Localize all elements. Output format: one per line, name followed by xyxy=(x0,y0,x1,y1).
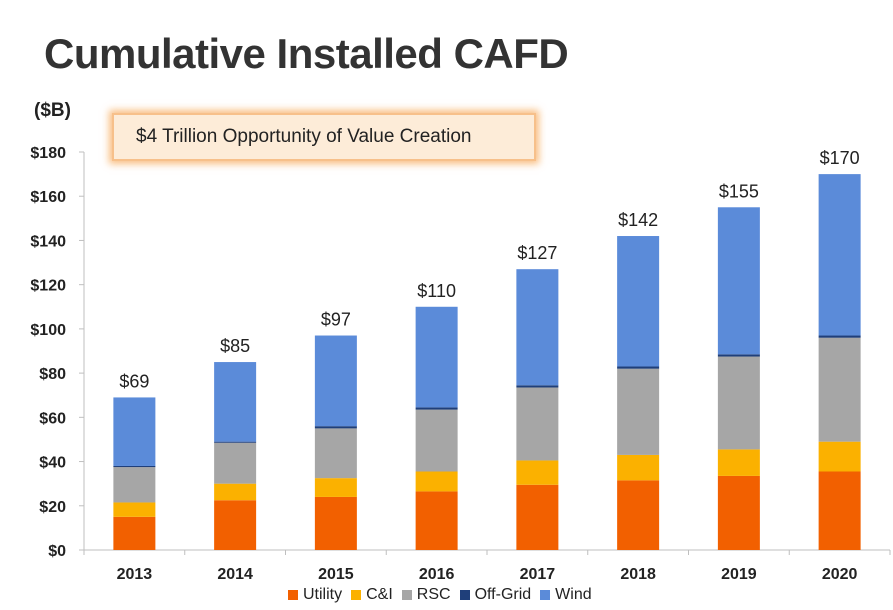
y-tick-label: $140 xyxy=(30,233,66,250)
bar-segment-c-i xyxy=(516,460,559,485)
bar-segment-utility xyxy=(516,484,559,550)
y-tick-label: $120 xyxy=(30,278,66,295)
bar-segment-off-grid xyxy=(617,366,660,369)
bar-segment-off-grid xyxy=(516,385,559,388)
bar-segment-off-grid xyxy=(818,335,861,338)
bar-segment-rsc xyxy=(516,387,559,461)
legend-label: Off-Grid xyxy=(474,586,532,603)
legend-label: C&I xyxy=(366,586,393,603)
legend-label: Wind xyxy=(555,586,592,603)
chart-legend: Utility C&I RSC Off-Grid Wind xyxy=(288,584,601,606)
y-tick-label: $60 xyxy=(39,410,66,427)
bar-total-label: $69 xyxy=(119,371,149,391)
legend-label: RSC xyxy=(416,586,451,603)
bar-total-label: $127 xyxy=(517,243,557,263)
bar-total-label: $85 xyxy=(220,336,250,356)
bar-segment-c-i xyxy=(617,454,660,481)
bar-segment-utility xyxy=(617,480,660,550)
bar-segment-rsc xyxy=(717,356,760,450)
bar-segment-wind xyxy=(617,236,660,367)
legend-swatch xyxy=(288,590,298,600)
y-axis-unit-label: ($B) xyxy=(34,100,71,121)
legend-label: Utility xyxy=(303,586,343,603)
y-tick-label: $0 xyxy=(48,543,66,560)
legend-swatch xyxy=(459,590,470,600)
callout-box: $4 Trillion Opportunity of Value Creatio… xyxy=(112,113,536,161)
bar-segment-c-i xyxy=(717,449,760,476)
legend-item: Utility xyxy=(288,586,342,604)
x-tick-label: 2019 xyxy=(721,566,757,583)
bar-segment-off-grid xyxy=(415,407,458,410)
bar-segment-c-i xyxy=(314,478,357,497)
x-tick-label: 2014 xyxy=(217,566,253,583)
bar-segment-c-i xyxy=(415,471,458,492)
bar-segment-off-grid xyxy=(113,465,156,468)
bar-segment-utility xyxy=(818,471,861,550)
bar-segment-utility xyxy=(214,500,257,550)
bar-segment-utility xyxy=(113,516,156,550)
legend-swatch xyxy=(401,590,412,600)
legend-item: Off-Grid xyxy=(459,586,532,604)
bar-segment-rsc xyxy=(617,368,660,455)
bar-total-label: $142 xyxy=(618,210,658,230)
y-tick-label: $100 xyxy=(30,322,66,339)
bar-segment-wind xyxy=(113,397,156,466)
x-tick-label: 2017 xyxy=(520,566,556,583)
bar-segment-utility xyxy=(314,496,357,550)
bar-segment-wind xyxy=(214,362,257,442)
bar-segment-wind xyxy=(717,207,760,355)
chart-title: Cumulative Installed CAFD xyxy=(44,30,569,77)
bar-segment-rsc xyxy=(113,467,156,503)
legend-item: RSC xyxy=(401,586,451,604)
y-tick-label: $20 xyxy=(39,499,66,516)
bar-segment-rsc xyxy=(314,428,357,479)
y-tick-label: $40 xyxy=(39,455,66,472)
y-tick-label: $80 xyxy=(39,366,66,383)
y-tick-label: $180 xyxy=(30,145,66,162)
bar-total-label: $155 xyxy=(719,181,759,201)
x-tick-label: 2013 xyxy=(117,566,153,583)
legend-item: Wind xyxy=(540,586,592,604)
bar-total-label: $110 xyxy=(417,281,456,301)
bar-total-label: $97 xyxy=(321,310,351,330)
x-tick-label: 2015 xyxy=(318,566,354,583)
bar-segment-rsc xyxy=(818,337,861,442)
bar-segment-c-i xyxy=(113,502,156,517)
x-tick-label: 2018 xyxy=(620,566,656,583)
bar-segment-off-grid xyxy=(717,354,760,357)
bar-segment-wind xyxy=(415,306,458,408)
legend-swatch xyxy=(351,590,362,600)
bar-segment-c-i xyxy=(214,483,257,501)
legend-swatch xyxy=(540,590,551,600)
x-tick-label: 2016 xyxy=(419,566,455,583)
bar-segment-rsc xyxy=(415,409,458,472)
x-tick-label: 2020 xyxy=(822,566,858,583)
legend-item: C&I xyxy=(351,586,393,604)
bar-segment-wind xyxy=(818,174,861,336)
bar-segment-off-grid xyxy=(214,441,257,443)
y-tick-label: $160 xyxy=(30,189,66,206)
bar-segment-rsc xyxy=(214,442,257,484)
bar-segment-utility xyxy=(717,475,760,550)
bar-segment-off-grid xyxy=(314,426,357,429)
bar-segment-c-i xyxy=(818,441,861,472)
bar-segment-wind xyxy=(314,335,357,427)
bar-segment-utility xyxy=(415,491,458,550)
bar-segment-wind xyxy=(516,269,559,386)
bar-total-label: $170 xyxy=(820,148,860,168)
